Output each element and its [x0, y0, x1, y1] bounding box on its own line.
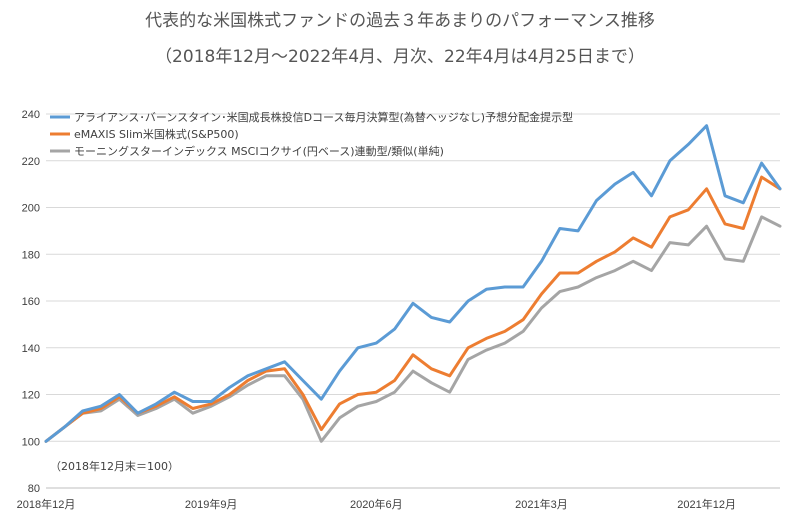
- x-axis-ticks: 2018年12月 2019年9月 2020年6月 2021年3月 2021年12月: [17, 497, 736, 511]
- x-tick-label: 2020年6月: [350, 497, 403, 511]
- x-tick-label: 2021年12月: [677, 497, 736, 511]
- y-tick-label: 220: [22, 156, 40, 168]
- chart-title: 代表的な米国株式ファンドの過去３年あまりのパフォーマンス推移: [145, 11, 655, 31]
- series-line-3: [44, 215, 782, 443]
- legend-label-1: アライアンス･バーンスタイン･米国成長株投信Dコース毎月決算型(為替ヘッジなし)…: [74, 110, 573, 124]
- series-line-1: [44, 124, 782, 443]
- y-tick-label: 180: [22, 249, 40, 261]
- y-tick-label: 160: [22, 296, 40, 308]
- chart-subtitle: （2018年12月～2022年4月、月次、22年4月は4月25日まで）: [155, 47, 645, 67]
- x-tick-label: 2019年9月: [185, 497, 238, 511]
- y-tick-label: 120: [22, 390, 40, 402]
- x-tick-label: 2021年3月: [515, 497, 568, 511]
- legend-label-3: モーニングスターインデックス MSCIコクサイ(円ベース)連動型/類似(単純): [74, 144, 444, 158]
- y-axis-ticks: 80 100 120 140 160 180 200 220 240: [22, 109, 40, 495]
- legend: アライアンス･バーンスタイン･米国成長株投信Dコース毎月決算型(為替ヘッジなし)…: [50, 110, 573, 158]
- legend-label-2: eMAXIS Slim米国株式(S&P500): [74, 127, 239, 141]
- y-tick-label: 200: [22, 203, 40, 215]
- y-tick-label: 100: [22, 436, 40, 448]
- y-tick-label: 140: [22, 343, 40, 355]
- series-line-2: [44, 175, 782, 443]
- y-tick-label: 80: [28, 483, 40, 495]
- gridlines: [46, 113, 780, 489]
- x-tick-label: 2018年12月: [17, 497, 76, 511]
- base-note: （2018年12月末＝100）: [50, 459, 179, 473]
- series-lines: [44, 124, 782, 443]
- y-tick-label: 240: [22, 109, 40, 121]
